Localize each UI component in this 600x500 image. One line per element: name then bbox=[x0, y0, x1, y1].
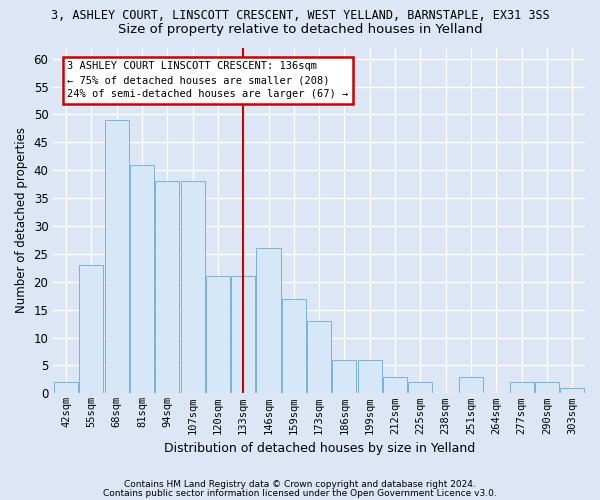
Text: Contains HM Land Registry data © Crown copyright and database right 2024.: Contains HM Land Registry data © Crown c… bbox=[124, 480, 476, 489]
Bar bbox=[560, 388, 584, 394]
Bar bbox=[79, 265, 103, 394]
X-axis label: Distribution of detached houses by size in Yelland: Distribution of detached houses by size … bbox=[164, 442, 475, 455]
Bar bbox=[155, 182, 179, 394]
Bar bbox=[332, 360, 356, 394]
Bar bbox=[358, 360, 382, 394]
Bar bbox=[231, 276, 255, 394]
Bar bbox=[256, 248, 281, 394]
Bar bbox=[459, 376, 483, 394]
Text: Size of property relative to detached houses in Yelland: Size of property relative to detached ho… bbox=[118, 22, 482, 36]
Bar bbox=[307, 321, 331, 394]
Bar bbox=[206, 276, 230, 394]
Bar bbox=[383, 376, 407, 394]
Bar bbox=[54, 382, 78, 394]
Bar bbox=[282, 298, 306, 394]
Text: 3, ASHLEY COURT, LINSCOTT CRESCENT, WEST YELLAND, BARNSTAPLE, EX31 3SS: 3, ASHLEY COURT, LINSCOTT CRESCENT, WEST… bbox=[50, 9, 550, 22]
Y-axis label: Number of detached properties: Number of detached properties bbox=[15, 128, 28, 314]
Bar bbox=[181, 182, 205, 394]
Text: Contains public sector information licensed under the Open Government Licence v3: Contains public sector information licen… bbox=[103, 490, 497, 498]
Bar bbox=[535, 382, 559, 394]
Text: 3 ASHLEY COURT LINSCOTT CRESCENT: 136sqm
← 75% of detached houses are smaller (2: 3 ASHLEY COURT LINSCOTT CRESCENT: 136sqm… bbox=[67, 62, 349, 100]
Bar bbox=[130, 164, 154, 394]
Bar bbox=[409, 382, 433, 394]
Bar bbox=[104, 120, 128, 394]
Bar bbox=[509, 382, 534, 394]
